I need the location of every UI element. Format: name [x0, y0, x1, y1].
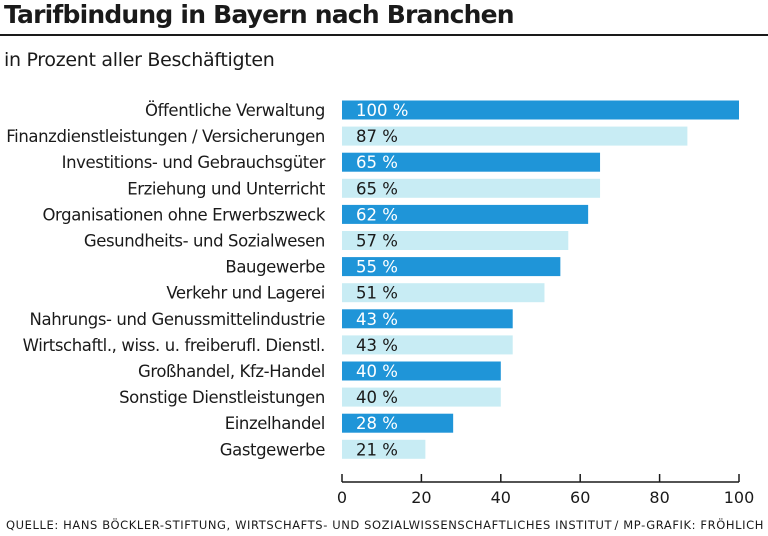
bar — [342, 361, 501, 381]
category-label: Großhandel, Kfz-Handel — [138, 362, 325, 381]
bar — [342, 178, 601, 198]
bar — [342, 126, 688, 146]
bar — [342, 152, 601, 172]
category-label: Sonstige Dienstleistungen — [119, 388, 325, 407]
bar — [342, 335, 513, 355]
value-label: 57 % — [356, 232, 398, 251]
value-label: 65 % — [356, 153, 398, 172]
bar — [342, 283, 545, 303]
bars — [342, 100, 739, 459]
category-label: Einzelhandel — [225, 414, 325, 433]
value-labels: 100 % 87 % 65 % 65 % 62 % 57 % 55 % 51 % 43 % 43 … — [356, 101, 408, 459]
category-label: Organisationen ohne Erwerbszweck — [42, 205, 325, 224]
x-tick-label: 60 — [570, 488, 590, 507]
bar — [342, 309, 513, 329]
x-tick-label: 40 — [491, 488, 511, 507]
bar — [342, 204, 589, 224]
chart-title: Tarifbindung in Bayern nach Branchen — [4, 0, 515, 29]
value-label: 65 % — [356, 179, 398, 198]
value-label: 43 % — [356, 310, 398, 329]
value-label: 87 % — [356, 127, 398, 146]
source-note: QUELLE: HANS BÖCKLER-STIFTUNG, WIRTSCHAF… — [6, 518, 613, 532]
category-label: Baugewerbe — [225, 258, 325, 277]
bar — [342, 231, 569, 250]
bar — [342, 413, 454, 433]
category-label: Finanzdienstleistungen / Versicherungen — [6, 127, 325, 146]
chart-subtitle: in Prozent aller Beschäftigten — [4, 49, 275, 71]
x-tick-label: 20 — [411, 488, 431, 507]
title-divider — [0, 34, 768, 36]
value-label: 51 % — [356, 284, 398, 303]
category-label: Öffentliche Verwaltung — [145, 101, 325, 120]
value-label: 55 % — [356, 258, 398, 277]
category-label: Gesundheits- und Sozialwesen — [84, 232, 325, 251]
category-labels: Öffentliche Verwaltung Finanzdienstleistu… — [6, 101, 326, 459]
category-label: Investitions- und Gebrauchsgüter — [62, 153, 326, 172]
bar — [342, 387, 501, 407]
x-tick-label: 100 — [724, 488, 755, 507]
value-label: 100 % — [356, 101, 408, 120]
x-tick-label: 80 — [649, 488, 669, 507]
value-label: 62 % — [356, 205, 398, 224]
category-label: Verkehr und Lagerei — [166, 284, 325, 303]
category-label: Erziehung und Unterricht — [127, 179, 326, 198]
category-label: Wirtschaftl., wiss. u. freiberufl. Diens… — [23, 336, 325, 355]
graphic-credit: / MP-GRAFIK: FRÖHLICH — [614, 518, 764, 532]
bar — [342, 439, 426, 459]
x-axis: 0 20 40 60 80 100 — [337, 474, 754, 507]
value-label: 40 % — [356, 362, 398, 381]
value-label: 28 % — [356, 414, 398, 433]
x-tick-label: 0 — [337, 488, 347, 507]
value-label: 40 % — [356, 388, 398, 407]
bar — [342, 100, 739, 120]
category-label: Gastgewerbe — [220, 440, 325, 459]
value-label: 43 % — [356, 336, 398, 355]
category-label: Nahrungs- und Genussmittelindustrie — [30, 310, 326, 329]
bar — [342, 257, 561, 277]
value-label: 21 % — [356, 440, 398, 459]
